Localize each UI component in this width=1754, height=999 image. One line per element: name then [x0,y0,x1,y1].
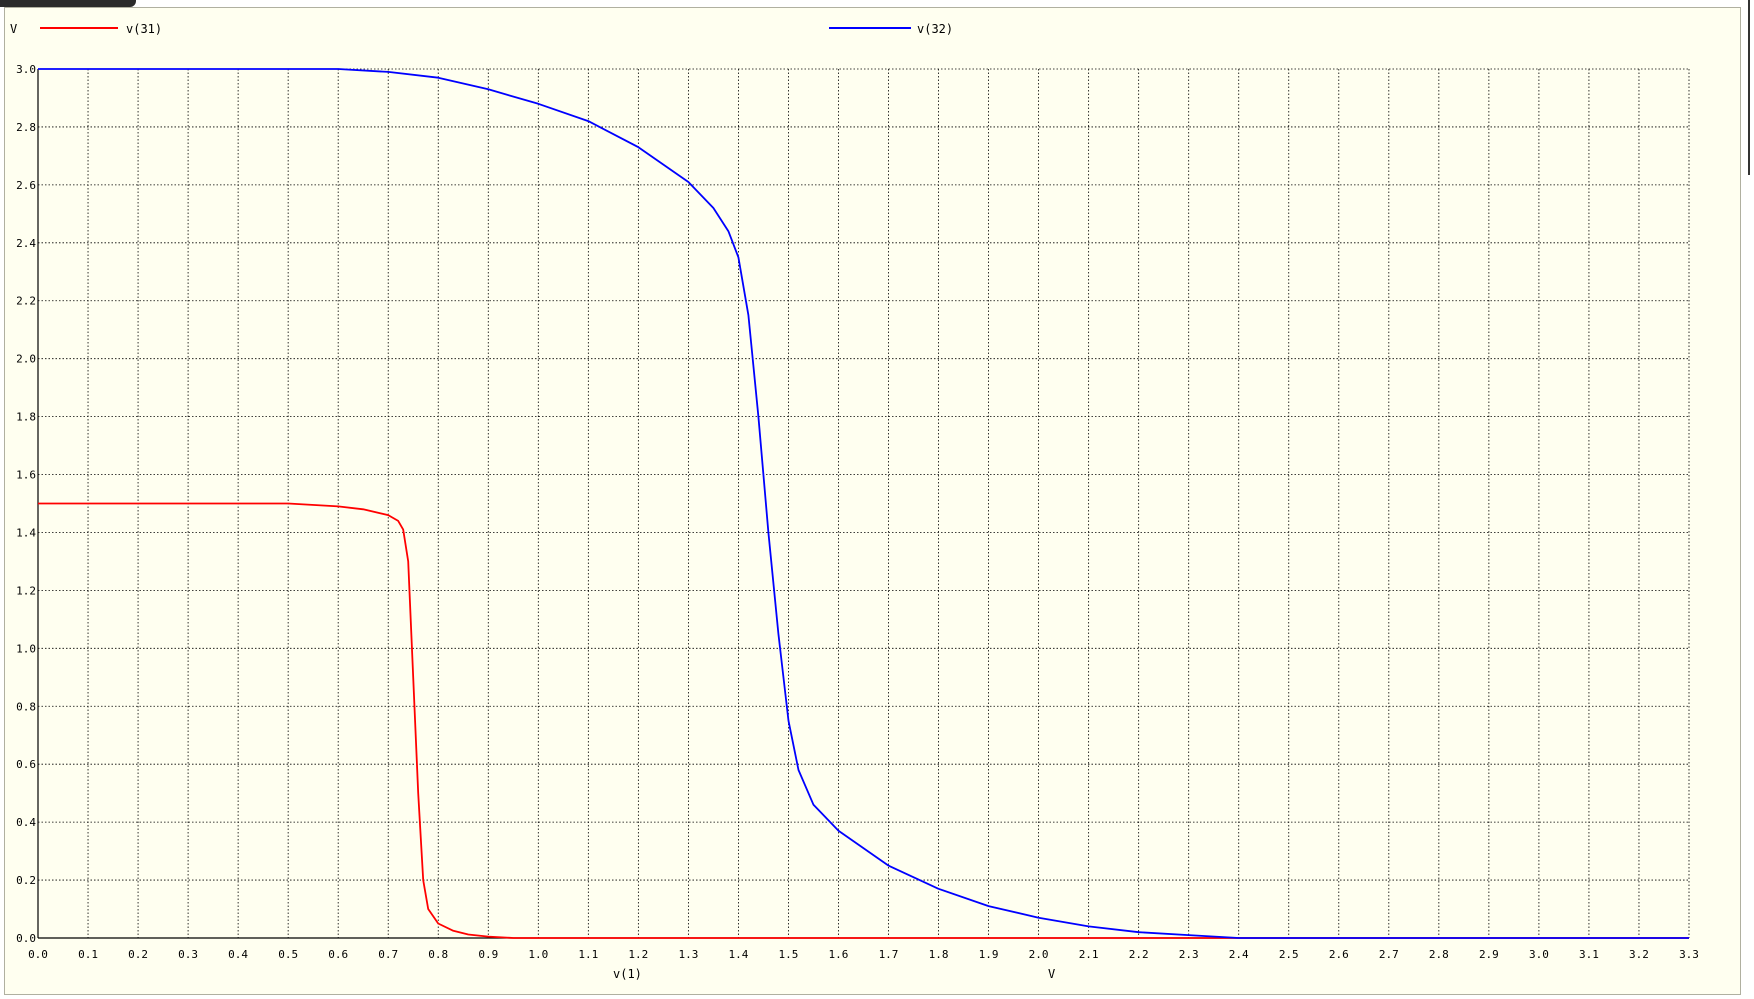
y-tick-label: 2.6 [16,179,36,192]
x-tick-label: 2.3 [1179,948,1199,961]
y-tick-label: 1.0 [16,642,36,655]
x-tick-label: 3.0 [1529,948,1549,961]
y-tick-label: 1.4 [16,526,36,539]
y-tick-label: 2.4 [16,237,36,250]
x-tick-label: 0.6 [328,948,348,961]
y-tick-label: 1.2 [16,584,36,597]
y-tick-label: 2.0 [16,353,36,366]
x-tick-label: 0.5 [278,948,298,961]
series [38,68,1689,939]
x-tick-label: 1.2 [628,948,648,961]
x-tick-label: 2.8 [1429,948,1449,961]
x-tick-label: 2.9 [1479,948,1499,961]
window-tab[interactable] [0,0,136,7]
x-tick-label: 1.7 [879,948,899,961]
legend-label-v31: v(31) [126,22,162,36]
y-tick-label: 1.6 [16,469,36,482]
x-tick-label: 1.8 [929,948,949,961]
x-tick-label: 2.4 [1229,948,1249,961]
y-tick-label: 0.4 [16,816,36,829]
x-tick-labels: 0.0 0.1 0.2 0.3 0.4 0.5 0.6 0.7 0.8 0.9 1.0 1.1 1.2 1… [28,948,1699,961]
y-tick-label: 1.8 [16,411,36,424]
y-unit-label: V [10,22,17,36]
x-tick-label: 1.4 [728,948,748,961]
legend: v(31) v(32) [40,22,953,36]
x-tick-label: 2.5 [1279,948,1299,961]
x-tick-label: 2.2 [1129,948,1149,961]
x-tick-label: 3.3 [1679,948,1699,961]
x-tick-label: 0.1 [78,948,98,961]
y-tick-labels: 0.0 0.2 0.4 0.6 0.8 1.0 1.2 1.4 1.6 1.8 2.0 2.2 2.4 2… [16,63,36,945]
x-tick-label: 1.5 [779,948,799,961]
x-tick-label: 2.1 [1079,948,1099,961]
plot-panel [4,7,1741,995]
x-axis-label: v(1) [613,967,642,981]
x-tick-label: 0.7 [378,948,398,961]
scrollbar[interactable] [1748,0,1750,175]
y-tick-label: 0.2 [16,874,36,887]
x-tick-label: 1.9 [979,948,999,961]
x-tick-label: 0.9 [478,948,498,961]
x-tick-label: 0.2 [128,948,148,961]
x-tick-label: 1.6 [829,948,849,961]
series-line-v31 [38,502,1689,939]
y-tick-label: 0.0 [16,932,36,945]
x-tick-label: 0.3 [178,948,198,961]
grid [38,68,1690,938]
y-tick-label: 0.6 [16,758,36,771]
x-tick-label: 1.1 [578,948,598,961]
x-tick-label: 2.0 [1029,948,1049,961]
x-tick-label: 3.2 [1629,948,1649,961]
y-tick-label: 2.8 [16,121,36,134]
y-tick-label: 2.2 [16,295,36,308]
x-tick-label: 0.4 [228,948,248,961]
legend-label-v32: v(32) [917,22,953,36]
series-line-v32 [38,68,1689,939]
y-tick-label: 3.0 [16,63,36,76]
x-tick-label: 3.1 [1579,948,1599,961]
x-tick-label: 2.7 [1379,948,1399,961]
x-tick-label: 1.0 [528,948,548,961]
x-unit-label: V [1048,967,1055,981]
x-tick-label: 1.3 [678,948,698,961]
y-tick-label: 0.8 [16,700,36,713]
x-tick-label: 0.0 [28,948,48,961]
x-tick-label: 2.6 [1329,948,1349,961]
x-tick-label: 0.8 [428,948,448,961]
